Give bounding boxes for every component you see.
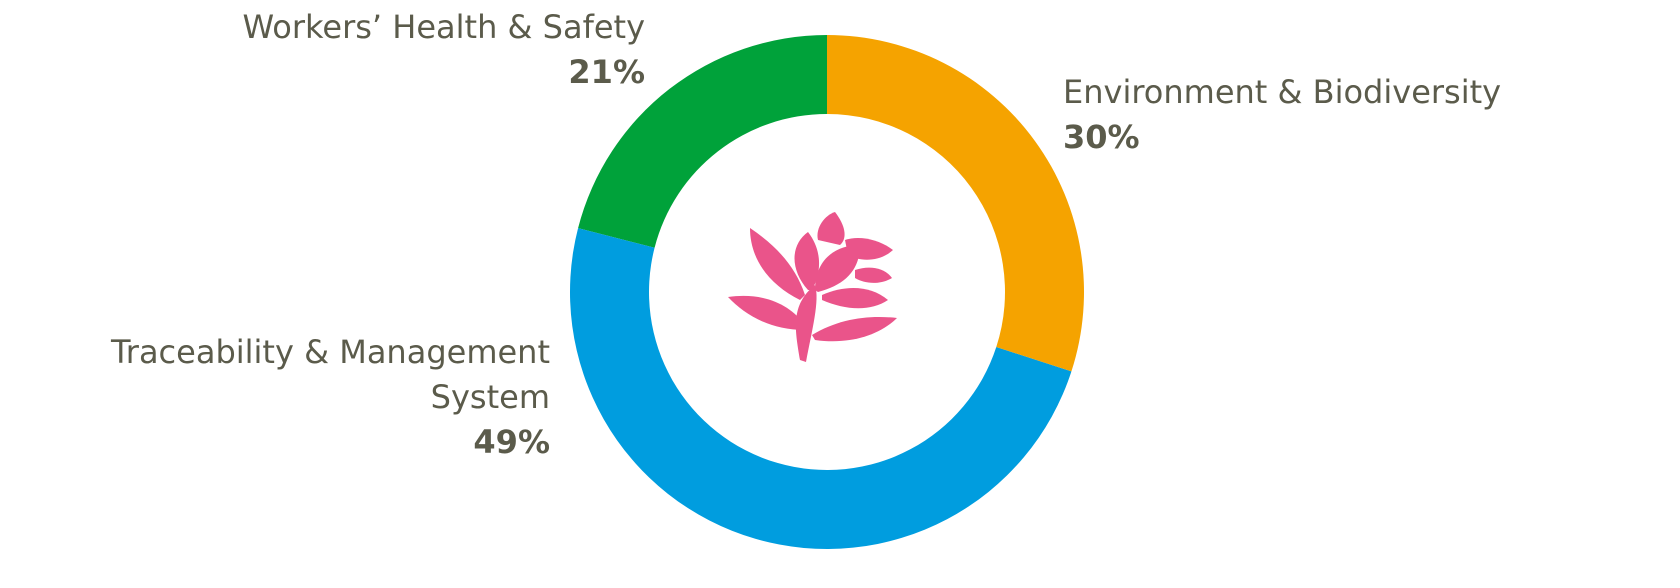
slice-label: Environment & Biodiversity 30% [1063, 70, 1663, 160]
slice-label: Workers’ Health & Safety 21% [0, 5, 645, 95]
category-name: Workers’ Health & Safety [242, 8, 645, 46]
value-label: 21% [568, 53, 645, 91]
category-name: Environment & Biodiversity [1063, 73, 1502, 111]
donut-slice [827, 35, 1084, 372]
value-label: 30% [1063, 118, 1140, 156]
category-name: Traceability & Management System [110, 333, 550, 416]
value-label: 49% [473, 423, 550, 461]
donut-slice [578, 35, 827, 248]
donut-slice [570, 228, 1072, 549]
flower-icon [728, 212, 897, 362]
slice-label: Traceability & Management System 49% [0, 330, 550, 465]
